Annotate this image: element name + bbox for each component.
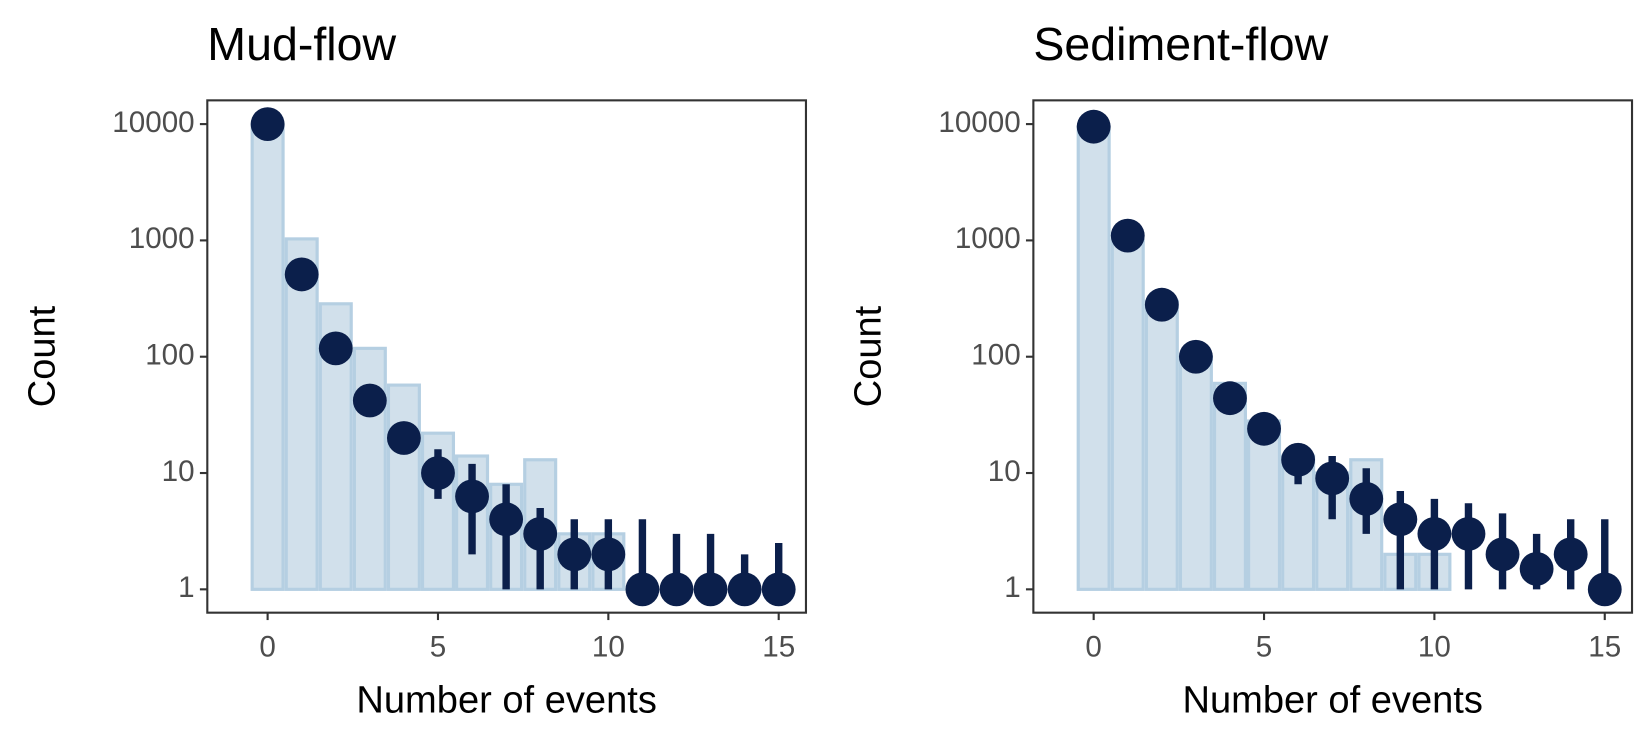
point — [1315, 461, 1350, 496]
bar — [1144, 299, 1179, 591]
bar — [1076, 125, 1111, 591]
point — [557, 537, 592, 572]
point — [625, 572, 660, 607]
y-tick-label: 10000 — [112, 106, 194, 139]
bar — [1212, 381, 1248, 591]
point — [1553, 537, 1588, 572]
x-tick-label: 10 — [1418, 630, 1451, 663]
plot-frame — [1032, 99, 1634, 614]
x-tick-label: 10 — [592, 630, 625, 663]
point — [1110, 218, 1145, 253]
y-tick-label: 10 — [988, 455, 1021, 488]
point — [1383, 502, 1418, 537]
y-tick-label: 10 — [162, 455, 195, 488]
point — [455, 479, 489, 514]
x-axis-label: Number of events — [356, 680, 656, 722]
x-tick-label: 5 — [430, 630, 446, 663]
point — [1587, 572, 1622, 607]
bar — [1110, 238, 1145, 591]
point — [250, 107, 285, 141]
y-tick-label: 1000 — [955, 222, 1021, 255]
bar — [284, 237, 319, 591]
x-axis-label: Number of events — [1182, 680, 1482, 722]
point — [284, 257, 319, 292]
y-tick-label: 1 — [1004, 571, 1020, 604]
point — [1281, 442, 1316, 477]
point — [1451, 516, 1486, 551]
point — [421, 456, 455, 490]
x-tick-label: 15 — [762, 630, 795, 663]
point — [1485, 537, 1520, 572]
point — [1213, 381, 1247, 416]
point — [659, 572, 694, 607]
point — [1247, 411, 1281, 446]
bar — [1246, 419, 1282, 591]
point — [693, 572, 728, 607]
point — [523, 516, 558, 551]
y-tick-label: 100 — [145, 339, 194, 372]
point — [386, 421, 421, 455]
x-tick-label: 0 — [259, 630, 275, 663]
point — [489, 502, 524, 537]
y-tick-label: 10000 — [938, 106, 1020, 139]
bar — [1178, 355, 1213, 591]
point — [1349, 481, 1384, 516]
chart-title: Mud-flow — [207, 18, 396, 70]
chart-title: Sediment-flow — [1033, 18, 1328, 70]
bar — [250, 122, 285, 591]
point — [318, 331, 353, 366]
y-tick-label: 1 — [178, 571, 194, 604]
x-tick-label: 0 — [1085, 630, 1101, 663]
y-tick-label: 100 — [971, 339, 1020, 372]
x-tick-label: 15 — [1588, 630, 1621, 663]
point — [1178, 339, 1213, 374]
point — [1417, 516, 1452, 551]
y-axis-label: Count — [848, 305, 890, 407]
bar — [386, 383, 421, 591]
point — [1076, 109, 1111, 144]
point — [761, 572, 796, 607]
plot-frame — [206, 99, 808, 614]
point — [352, 383, 387, 418]
point — [727, 572, 762, 607]
point — [1144, 287, 1179, 322]
point — [1519, 551, 1554, 586]
y-axis-label: Count — [21, 305, 63, 407]
x-tick-label: 5 — [1256, 630, 1272, 663]
point — [591, 537, 626, 572]
y-tick-label: 1000 — [129, 222, 195, 255]
